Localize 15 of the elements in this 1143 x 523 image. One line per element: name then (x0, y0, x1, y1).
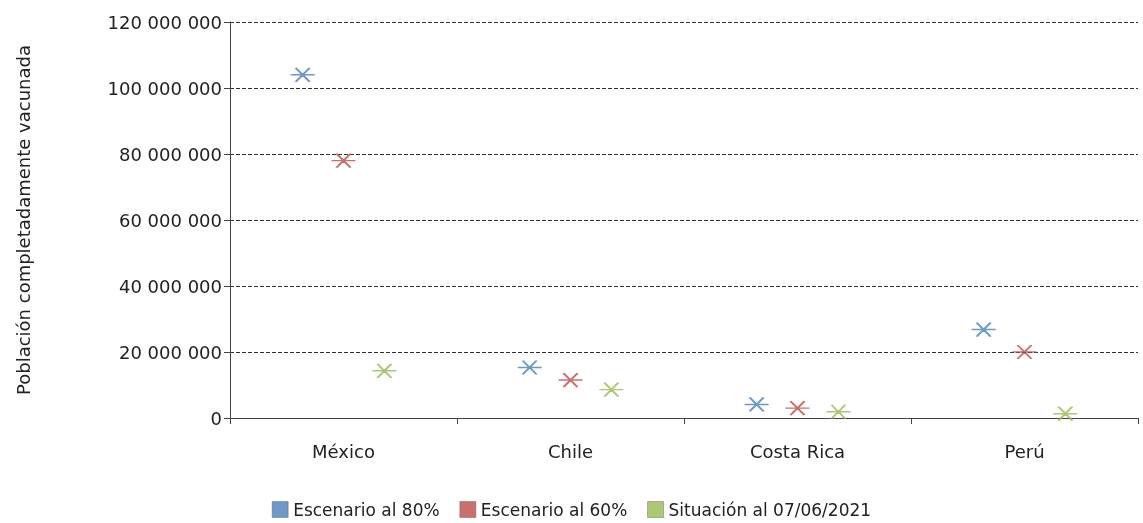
y-tick-label: 100 000 000 (107, 77, 222, 99)
y-tick-label: 80 000 000 (118, 143, 222, 165)
y-tick-label: 0 (210, 407, 222, 429)
legend-label: Escenario al 60% (480, 499, 628, 520)
legend-label: Situación al 07/06/2021 (668, 499, 872, 520)
y-axis-title: Población completadamente vacunada (12, 45, 34, 395)
x-tick-label: Costa Rica (749, 440, 846, 462)
x-tick-label: Perú (1004, 440, 1045, 462)
x-tick-label: Chile (547, 440, 594, 462)
y-tick-label: 40 000 000 (118, 275, 222, 297)
y-tick-label: 120 000 000 (107, 11, 222, 33)
y-tick-label: 60 000 000 (118, 209, 222, 231)
legend-label: Escenario al 80% (293, 499, 440, 520)
x-tick-label: México (312, 440, 375, 462)
y-tick-label: 20 000 000 (118, 341, 222, 363)
